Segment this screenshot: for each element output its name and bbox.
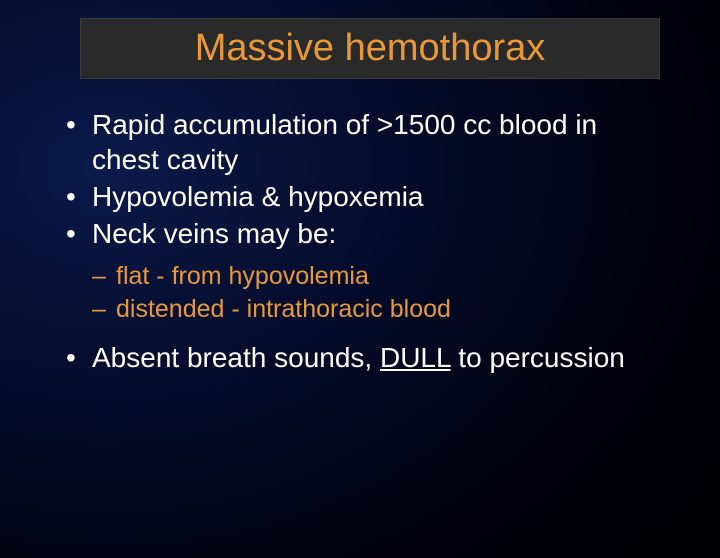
main-bullet-list-2: Absent breath sounds, DULL to percussion xyxy=(60,340,660,375)
bullet-text-underline: DULL xyxy=(380,342,451,373)
sub-bullet-item: flat - from hypovolemia xyxy=(60,261,660,292)
slide-title: Massive hemothorax xyxy=(101,27,639,70)
title-container: Massive hemothorax xyxy=(80,18,660,79)
bullet-item: Hypovolemia & hypoxemia xyxy=(60,179,660,214)
bullet-item: Rapid accumulation of >1500 cc blood in … xyxy=(60,107,660,177)
sub-bullet-item: distended - intrathoracic blood xyxy=(60,294,660,325)
sub-bullet-list: flat - from hypovolemia distended - intr… xyxy=(60,261,660,326)
bullet-item: Neck veins may be: xyxy=(60,216,660,251)
main-bullet-list: Rapid accumulation of >1500 cc blood in … xyxy=(60,107,660,251)
bullet-text-pre: Absent breath sounds, xyxy=(92,342,380,373)
bullet-item: Absent breath sounds, DULL to percussion xyxy=(60,340,660,375)
content-area: Rapid accumulation of >1500 cc blood in … xyxy=(60,107,660,375)
bullet-text-post: to percussion xyxy=(451,342,625,373)
